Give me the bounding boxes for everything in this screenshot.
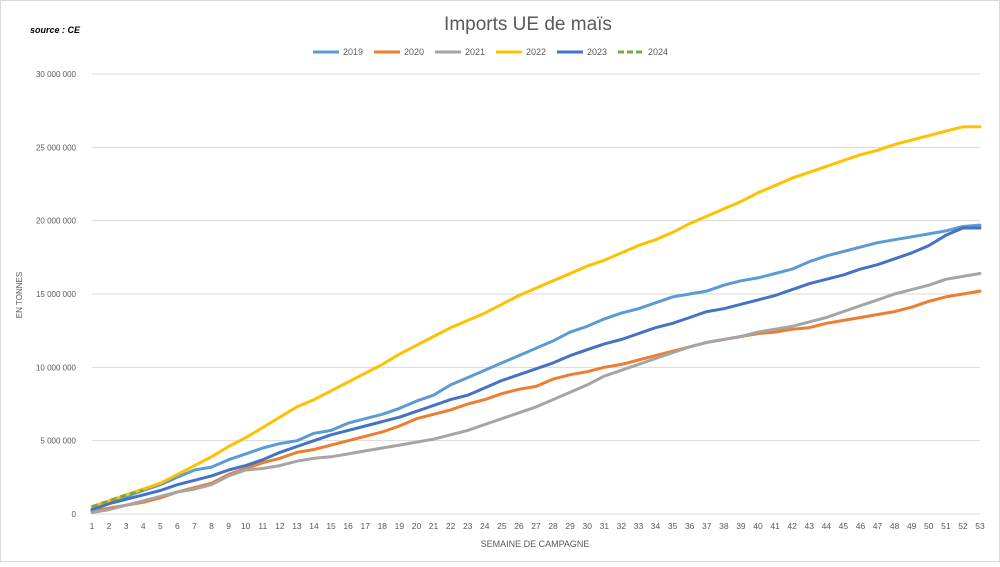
x-axis-label: SEMAINE DE CAMPAGNE xyxy=(481,539,590,549)
legend-label-2019: 2019 xyxy=(343,47,363,57)
x-tick-label: 21 xyxy=(429,521,439,531)
x-tick-label: 42 xyxy=(787,521,797,531)
x-tick-label: 1 xyxy=(90,521,95,531)
legend-label-2021: 2021 xyxy=(465,47,485,57)
x-tick-label: 10 xyxy=(241,521,251,531)
x-tick-label: 9 xyxy=(226,521,231,531)
series-line-2019 xyxy=(90,223,982,512)
series-line-2023 xyxy=(90,226,982,512)
x-tick-label: 40 xyxy=(753,521,763,531)
x-tick-label: 22 xyxy=(446,521,456,531)
x-tick-label: 33 xyxy=(634,521,644,531)
y-tick-label: 20 000 000 xyxy=(36,217,77,226)
x-tick-label: 36 xyxy=(685,521,695,531)
x-tick-label: 31 xyxy=(600,521,610,531)
chart-title: Imports UE de maïs xyxy=(444,14,612,35)
x-tick-label: 19 xyxy=(395,521,405,531)
legend-label-2022: 2022 xyxy=(526,47,546,57)
y-tick-label: 30 000 000 xyxy=(36,70,77,79)
x-tick-label: 17 xyxy=(360,521,370,531)
x-tick-label: 11 xyxy=(258,521,267,531)
x-tick-label: 35 xyxy=(668,521,678,531)
x-tick-label: 24 xyxy=(480,521,490,531)
series-lines xyxy=(90,125,982,514)
y-tick-label: 10 000 000 xyxy=(36,363,77,372)
legend-label-2020: 2020 xyxy=(404,47,424,57)
x-tick-label: 7 xyxy=(192,521,197,531)
x-tick-label: 2 xyxy=(107,521,112,531)
x-tick-label: 26 xyxy=(514,521,524,531)
x-tick-label: 44 xyxy=(822,521,832,531)
x-tick-label: 15 xyxy=(326,521,336,531)
y-axis-label: EN TONNES xyxy=(15,272,24,318)
series-line-2021 xyxy=(90,272,982,514)
x-tick-label: 50 xyxy=(924,521,934,531)
x-tick-label: 39 xyxy=(736,521,746,531)
x-tick-label: 49 xyxy=(907,521,917,531)
x-tick-label: 25 xyxy=(497,521,507,531)
x-tick-label: 14 xyxy=(309,521,319,531)
source-note: source : CE xyxy=(30,25,81,35)
x-tick-label: 52 xyxy=(958,521,968,531)
x-tick-label: 43 xyxy=(804,521,814,531)
x-tick-label: 20 xyxy=(412,521,422,531)
x-tick-label: 5 xyxy=(158,521,163,531)
x-tick-label: 23 xyxy=(463,521,473,531)
y-tick-labels: 0 5 000 000 10 000 000 15 000 000 20 000 000… xyxy=(36,70,77,519)
series-line-2022 xyxy=(90,125,982,509)
x-tick-label: 32 xyxy=(617,521,627,531)
x-tick-label: 6 xyxy=(175,521,180,531)
x-tick-label: 45 xyxy=(839,521,849,531)
x-tick-label: 29 xyxy=(565,521,575,531)
x-tick-label: 4 xyxy=(141,521,146,531)
x-tick-label: 53 xyxy=(975,521,985,531)
x-tick-labels: 1 2 3 4 5 6 7 8 9 10 11 12 13 14 15 16 17 18 19 20 21 22 23 24 2… xyxy=(90,521,985,531)
x-tick-label: 18 xyxy=(378,521,388,531)
x-tick-label: 38 xyxy=(719,521,729,531)
x-tick-label: 51 xyxy=(941,521,951,531)
x-tick-label: 41 xyxy=(770,521,780,531)
y-tick-label: 25 000 000 xyxy=(36,143,77,152)
y-tick-label: 15 000 000 xyxy=(36,290,77,299)
legend-label-2024: 2024 xyxy=(648,47,668,57)
y-tick-label: 5 000 000 xyxy=(40,437,76,446)
x-tick-label: 47 xyxy=(873,521,883,531)
x-tick-label: 46 xyxy=(856,521,866,531)
x-tick-label: 28 xyxy=(548,521,558,531)
legend-label-2023: 2023 xyxy=(587,47,607,57)
x-tick-label: 27 xyxy=(531,521,541,531)
x-tick-label: 3 xyxy=(124,521,129,531)
x-tick-label: 48 xyxy=(890,521,900,531)
y-tick-label: 0 xyxy=(72,510,77,519)
x-tick-label: 13 xyxy=(292,521,302,531)
legend: 2019 2020 2021 2022 2023 2024 xyxy=(313,47,668,57)
x-tick-label: 34 xyxy=(651,521,661,531)
x-tick-label: 30 xyxy=(582,521,592,531)
series-line-2024 xyxy=(91,489,144,509)
x-tick-label: 16 xyxy=(343,521,353,531)
x-tick-label: 8 xyxy=(209,521,214,531)
x-tick-label: 12 xyxy=(275,521,285,531)
x-tick-label: 37 xyxy=(702,521,712,531)
